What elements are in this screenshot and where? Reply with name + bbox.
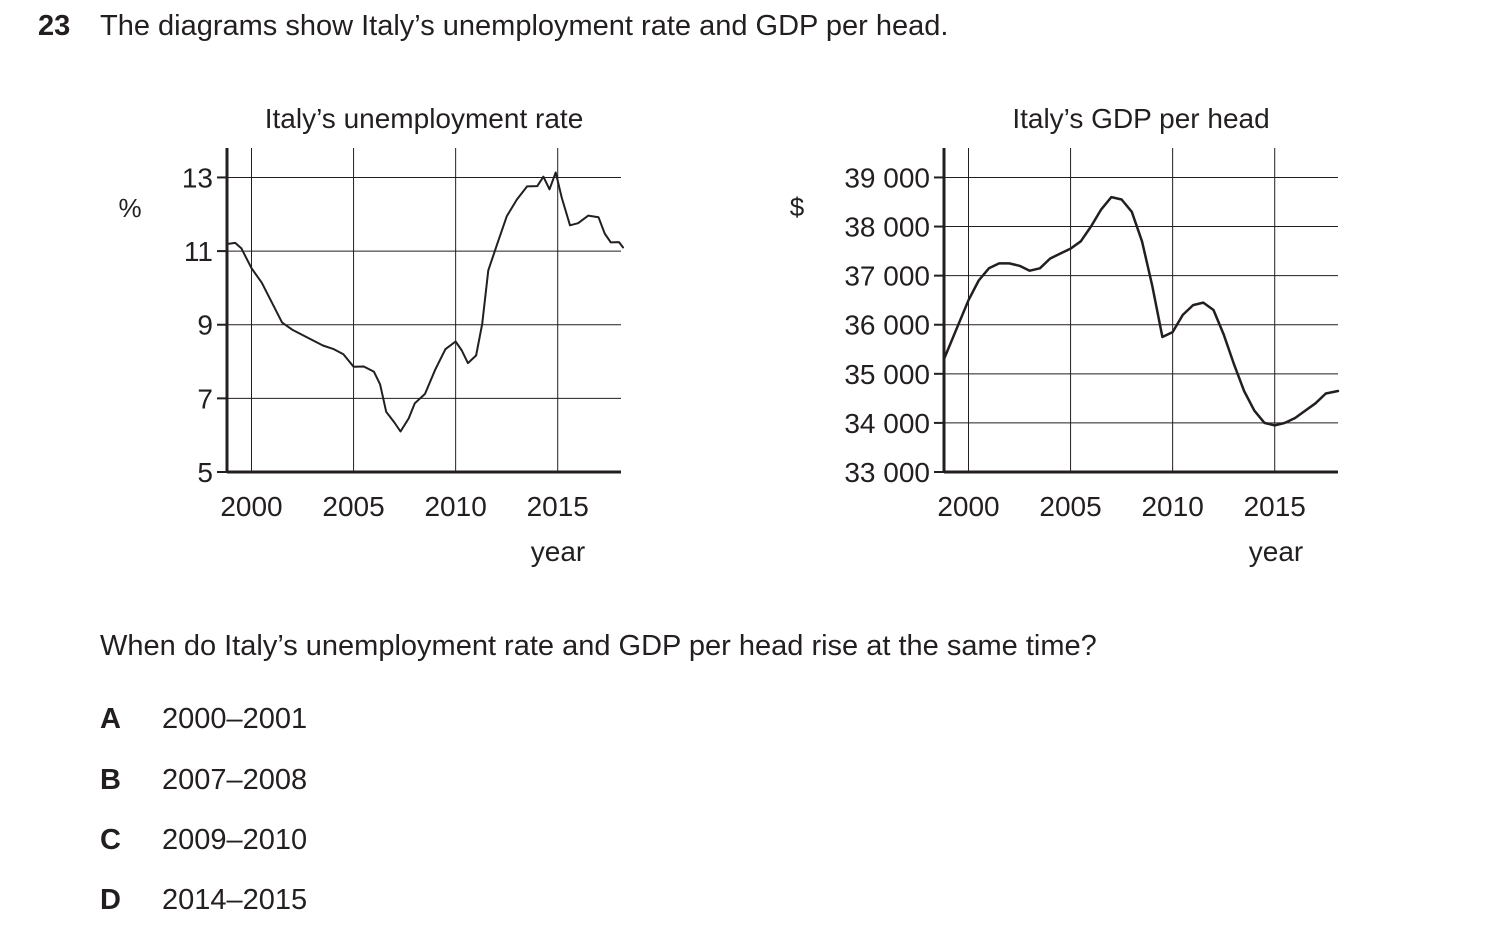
unemployment-y-axis-label: %	[118, 193, 141, 223]
unemployment-x-axis-label: year	[531, 536, 585, 567]
y-tick-label: 13	[182, 162, 213, 193]
x-tick-label: 2000	[220, 491, 282, 522]
x-tick-label: 2005	[322, 491, 384, 522]
option-text: 2007–2008	[162, 764, 308, 796]
y-tick-label: 37 000	[844, 261, 930, 292]
gdp-x-axis-label: year	[1249, 536, 1303, 567]
x-tick-label: 2005	[1039, 491, 1101, 522]
question-number: 23	[38, 10, 71, 42]
unemployment-chart-title: Italy’s unemployment rate	[265, 103, 584, 134]
question-prompt: When do Italy’s unemployment rate and GD…	[100, 630, 1097, 662]
y-tick-label: 11	[184, 236, 213, 267]
gdp-line	[942, 195, 1340, 427]
y-tick-label: 38 000	[844, 212, 930, 243]
gdp-chart-title: Italy’s GDP per head	[1012, 103, 1269, 134]
x-tick-label: 2015	[527, 491, 589, 522]
gdp-chart: Italy’s GDP per head $ year 33 000 34 000…	[790, 103, 1340, 567]
option-b[interactable]: B 2007–2008	[100, 764, 307, 797]
option-c[interactable]: C 2009–2010	[100, 824, 307, 857]
option-a[interactable]: A 2000–2001	[100, 703, 307, 736]
x-tick-label: 2000	[937, 491, 999, 522]
option-d[interactable]: D 2014–2015	[100, 884, 307, 917]
option-letter: D	[100, 884, 121, 916]
y-tick-label: 7	[197, 383, 213, 414]
option-text: 2014–2015	[162, 884, 308, 916]
y-tick-label: 5	[197, 457, 213, 488]
x-tick-label: 2010	[1141, 491, 1203, 522]
x-tick-label: 2015	[1244, 491, 1306, 522]
option-text: 2009–2010	[162, 824, 308, 856]
question-stem: The diagrams show Italy’s unemployment r…	[100, 10, 949, 42]
y-tick-label: 35 000	[844, 359, 930, 390]
y-tick-label: 9	[197, 310, 213, 341]
gdp-y-axis-label: $	[790, 192, 805, 222]
y-tick-label: 36 000	[844, 310, 930, 341]
option-letter: B	[100, 764, 121, 796]
y-tick-label: 39 000	[844, 162, 930, 193]
option-text: 2000–2001	[162, 703, 308, 735]
y-tick-label: 34 000	[844, 408, 930, 439]
unemployment-chart: Italy’s unemployment rate % year 5 7 9 11 13…	[118, 103, 624, 567]
option-letter: A	[100, 703, 121, 735]
x-tick-label: 2010	[424, 491, 486, 522]
y-tick-label: 33 000	[844, 457, 930, 488]
option-letter: C	[100, 824, 121, 856]
unemployment-line	[228, 171, 624, 433]
